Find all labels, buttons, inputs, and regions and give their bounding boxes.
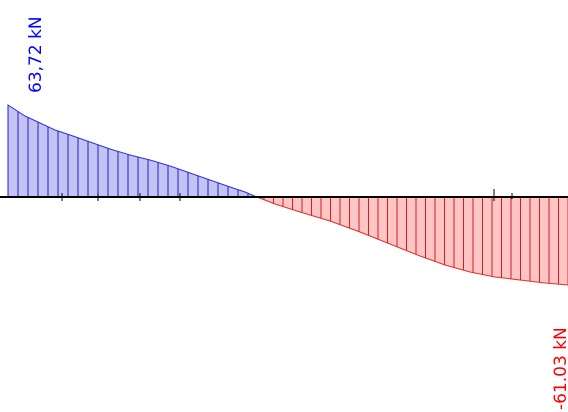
positive-hatch-lines [7,105,249,197]
axis-ticks [61,189,513,201]
positive-shear-region [7,104,258,198]
negative-hatch-lines [263,197,559,285]
max-shear-label: 63,72 kN [26,16,46,93]
min-shear-label: -61.03 kN [551,327,568,410]
negative-shear-region [256,196,568,286]
